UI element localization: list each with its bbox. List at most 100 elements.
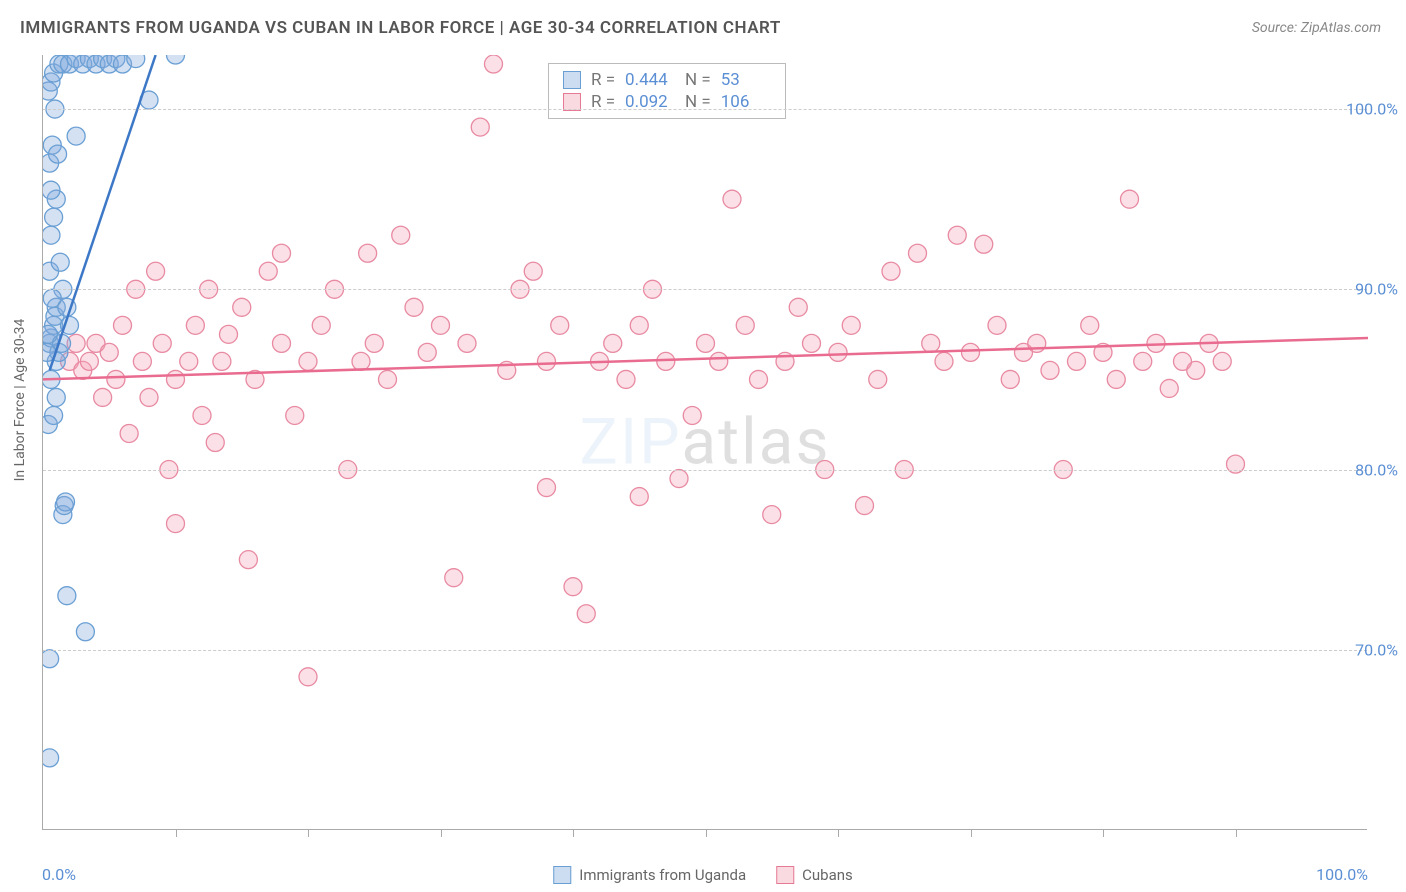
trendline <box>50 55 156 370</box>
y-tick-label: 70.0% <box>1355 640 1398 659</box>
data-point <box>617 370 635 388</box>
data-point <box>882 262 900 280</box>
data-point <box>58 587 76 605</box>
r-value-1: 0.444 <box>625 70 675 90</box>
y-tick-label: 80.0% <box>1355 460 1398 479</box>
data-point <box>94 388 112 406</box>
data-point <box>485 55 503 73</box>
data-point <box>273 244 291 262</box>
data-point <box>193 406 211 424</box>
gridline <box>43 650 1367 651</box>
data-point <box>1121 190 1139 208</box>
data-point <box>1081 316 1099 334</box>
data-point <box>392 226 410 244</box>
legend-item-1: Immigrants from Uganda <box>553 866 746 884</box>
data-point <box>723 190 741 208</box>
n-value-1: 53 <box>721 70 771 90</box>
scatter-svg <box>43 55 1368 830</box>
swatch-blue-icon <box>553 866 571 884</box>
data-point <box>47 388 65 406</box>
x-tick <box>176 829 177 837</box>
data-point <box>975 235 993 253</box>
data-point <box>365 334 383 352</box>
data-point <box>67 127 85 145</box>
data-point <box>458 334 476 352</box>
data-point <box>935 352 953 370</box>
data-point <box>736 316 754 334</box>
data-point <box>133 352 151 370</box>
data-point <box>630 488 648 506</box>
data-point <box>1041 361 1059 379</box>
data-point <box>312 316 330 334</box>
data-point <box>107 370 125 388</box>
data-point <box>239 551 257 569</box>
data-point <box>80 352 98 370</box>
stats-box: R = 0.444 N = 53 R = 0.092 N = 106 <box>548 63 786 119</box>
x-tick <box>308 829 309 837</box>
data-point <box>140 388 158 406</box>
data-point <box>683 406 701 424</box>
data-point <box>750 370 768 388</box>
data-point <box>43 226 60 244</box>
data-point <box>220 325 238 343</box>
legend-bottom: Immigrants from Uganda Cubans <box>553 866 853 884</box>
data-point <box>1068 352 1086 370</box>
data-point <box>51 253 69 271</box>
data-point <box>379 370 397 388</box>
data-point <box>259 262 277 280</box>
data-point <box>186 316 204 334</box>
x-tick <box>706 829 707 837</box>
data-point <box>213 352 231 370</box>
data-point <box>167 370 185 388</box>
data-point <box>657 352 675 370</box>
data-point <box>564 578 582 596</box>
data-point <box>471 118 489 136</box>
data-point <box>45 208 63 226</box>
data-point <box>551 316 569 334</box>
data-point <box>167 55 185 64</box>
data-point <box>147 262 165 280</box>
data-point <box>1213 352 1231 370</box>
swatch-pink-icon <box>776 866 794 884</box>
source-label: Source: ZipAtlas.com <box>1252 20 1381 36</box>
data-point <box>803 334 821 352</box>
data-point <box>180 352 198 370</box>
swatch-blue-icon <box>563 71 581 89</box>
data-point <box>45 406 63 424</box>
legend-label-2: Cubans <box>802 866 853 884</box>
x-end-label: 100.0% <box>1316 865 1368 884</box>
x-tick <box>441 829 442 837</box>
data-point <box>789 298 807 316</box>
data-point <box>49 145 67 163</box>
data-point <box>43 749 59 767</box>
data-point <box>299 668 317 686</box>
y-tick-label: 100.0% <box>1346 100 1398 119</box>
data-point <box>120 424 138 442</box>
data-point <box>842 316 860 334</box>
y-axis-label: In Labor Force | Age 30-34 <box>12 319 28 482</box>
legend-item-2: Cubans <box>776 866 853 884</box>
data-point <box>988 316 1006 334</box>
data-point <box>167 515 185 533</box>
data-point <box>763 506 781 524</box>
data-point <box>1187 361 1205 379</box>
r-label: R = <box>591 70 615 90</box>
data-point <box>697 334 715 352</box>
chart-title: IMMIGRANTS FROM UGANDA VS CUBAN IN LABOR… <box>20 18 781 38</box>
data-point <box>1001 370 1019 388</box>
data-point <box>829 343 847 361</box>
data-point <box>286 406 304 424</box>
data-point <box>856 497 874 515</box>
y-tick-label: 90.0% <box>1355 280 1398 299</box>
x-tick <box>971 829 972 837</box>
data-point <box>524 262 542 280</box>
data-point <box>670 470 688 488</box>
data-point <box>127 55 145 68</box>
data-point <box>869 370 887 388</box>
data-point <box>630 316 648 334</box>
data-point <box>948 226 966 244</box>
data-point <box>405 298 423 316</box>
x-tick <box>573 829 574 837</box>
data-point <box>299 352 317 370</box>
data-point <box>962 343 980 361</box>
